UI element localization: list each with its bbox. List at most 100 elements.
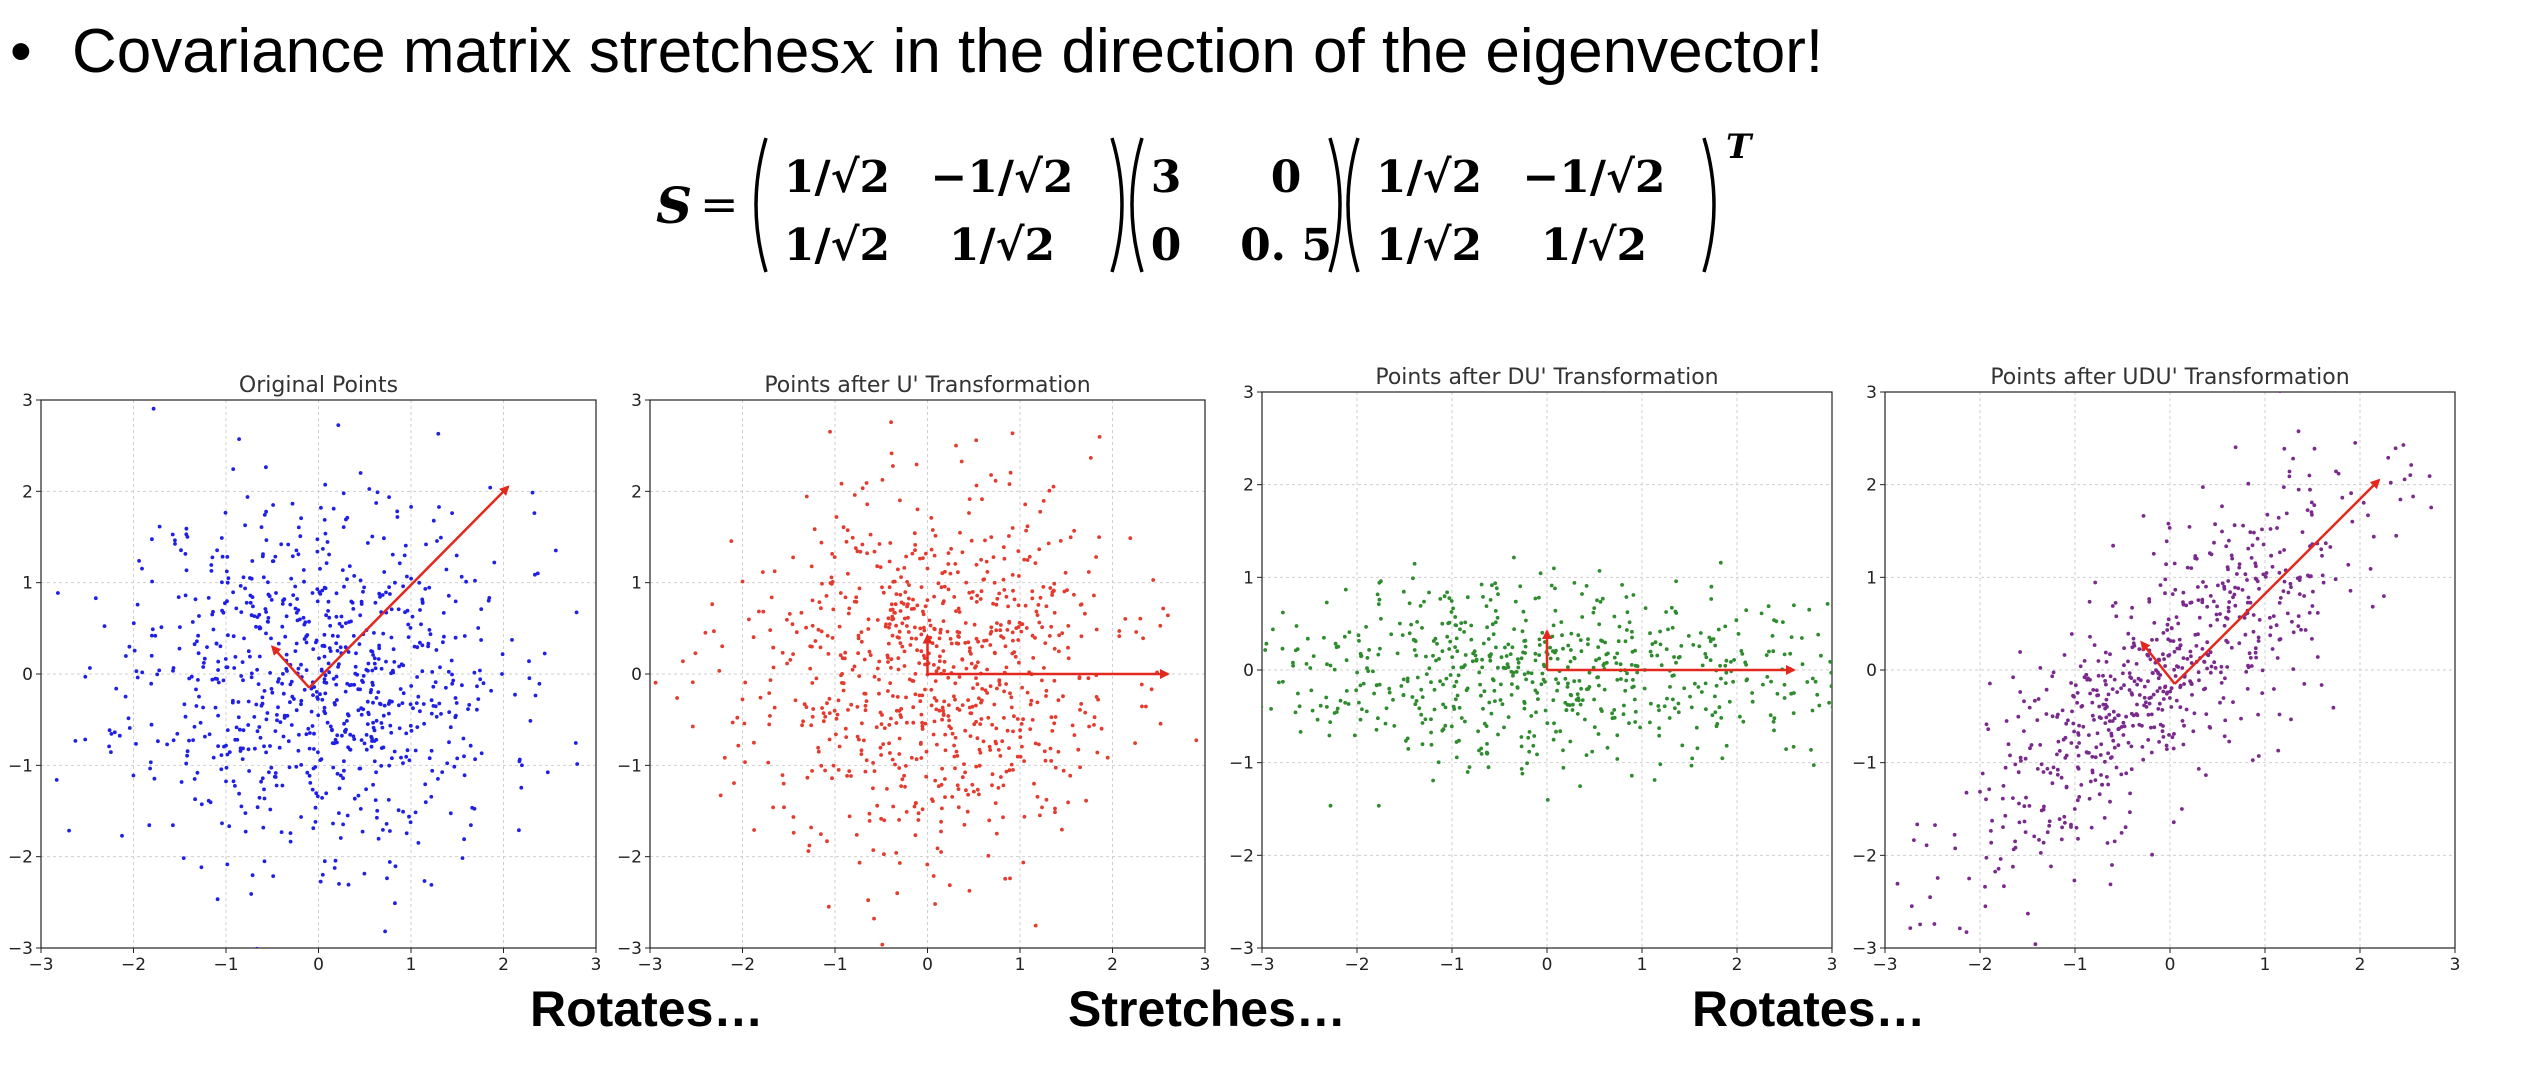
data-point <box>1545 798 1550 802</box>
data-point <box>2253 646 2258 651</box>
data-point <box>2072 807 2077 811</box>
data-point <box>1141 636 1145 641</box>
data-point <box>1094 627 1099 632</box>
data-point <box>372 656 377 661</box>
data-point <box>2246 481 2251 486</box>
data-point <box>859 639 864 644</box>
data-point <box>367 487 372 491</box>
data-point <box>2063 820 2067 825</box>
data-point <box>837 744 842 749</box>
data-point <box>331 765 336 770</box>
data-point <box>854 595 859 600</box>
data-point <box>1686 634 1691 638</box>
data-point <box>1984 722 1989 727</box>
data-point <box>978 722 983 726</box>
data-point <box>730 720 735 725</box>
data-point <box>2124 714 2129 719</box>
data-point <box>951 665 956 669</box>
data-point <box>1688 694 1692 699</box>
data-point <box>2073 683 2078 688</box>
data-point <box>2256 712 2261 717</box>
data-point <box>2047 823 2052 828</box>
data-point <box>946 551 951 555</box>
data-point <box>1051 661 1055 665</box>
data-point <box>1774 619 1779 624</box>
data-point <box>2076 766 2081 771</box>
data-point <box>344 727 348 732</box>
data-point <box>243 811 248 815</box>
data-point <box>975 787 980 792</box>
data-point <box>864 699 869 703</box>
data-point <box>1579 686 1583 691</box>
data-point <box>1208 744 1212 748</box>
data-point <box>1015 717 1020 721</box>
data-point <box>294 610 299 615</box>
data-point <box>1041 585 1046 589</box>
data-point <box>1052 589 1056 593</box>
data-point <box>2278 550 2282 555</box>
data-point <box>1550 634 1555 639</box>
data-point <box>382 536 386 541</box>
data-point <box>2189 661 2194 665</box>
data-point <box>2244 670 2249 674</box>
data-point <box>2214 612 2219 617</box>
data-point <box>1117 634 1122 638</box>
data-point <box>1429 717 1433 722</box>
data-point <box>2196 598 2201 602</box>
data-point <box>1488 598 1493 602</box>
data-point <box>2231 700 2235 704</box>
data-point <box>1094 555 1098 559</box>
data-point <box>2382 594 2386 598</box>
data-point <box>819 540 824 545</box>
data-point <box>147 823 152 828</box>
data-point <box>389 671 393 676</box>
data-point <box>2087 796 2092 801</box>
data-point <box>337 811 341 815</box>
data-point <box>1592 725 1597 729</box>
data-point <box>478 668 482 673</box>
data-point <box>1964 930 1969 934</box>
data-point <box>1775 691 1780 696</box>
data-point <box>1401 693 1406 698</box>
data-point <box>1254 757 1258 761</box>
data-point <box>932 594 936 599</box>
data-point <box>1744 662 1748 667</box>
data-point <box>892 579 897 584</box>
data-point <box>831 763 836 768</box>
data-point <box>1088 456 1093 460</box>
data-point <box>349 683 354 687</box>
data-point <box>220 821 224 826</box>
data-point <box>1328 720 1333 724</box>
data-point <box>2248 530 2253 535</box>
data-point <box>370 668 375 673</box>
data-point <box>1807 607 1812 612</box>
data-point <box>346 650 351 654</box>
data-point <box>1703 652 1708 656</box>
data-point <box>2185 657 2190 661</box>
data-point <box>1025 524 1030 529</box>
data-point <box>1655 653 1660 658</box>
data-point <box>359 706 364 711</box>
data-point <box>2221 696 2226 700</box>
data-point <box>941 713 946 717</box>
data-point <box>262 689 267 693</box>
data-point <box>333 858 338 863</box>
data-point <box>888 681 893 685</box>
data-point <box>989 625 994 630</box>
data-point <box>883 624 888 629</box>
data-point <box>2249 556 2254 560</box>
data-point <box>387 495 391 499</box>
data-point <box>2196 670 2201 675</box>
data-point <box>906 630 911 634</box>
data-point <box>2209 664 2214 669</box>
data-point <box>370 534 375 539</box>
data-point <box>957 675 962 679</box>
data-point <box>1473 653 1478 658</box>
data-point <box>312 747 316 751</box>
data-point <box>1900 964 1904 968</box>
x-tick-label: −3 <box>637 955 662 975</box>
data-point <box>2131 641 2136 646</box>
data-point <box>809 723 814 728</box>
data-point <box>889 602 894 607</box>
data-point <box>1789 635 1794 639</box>
